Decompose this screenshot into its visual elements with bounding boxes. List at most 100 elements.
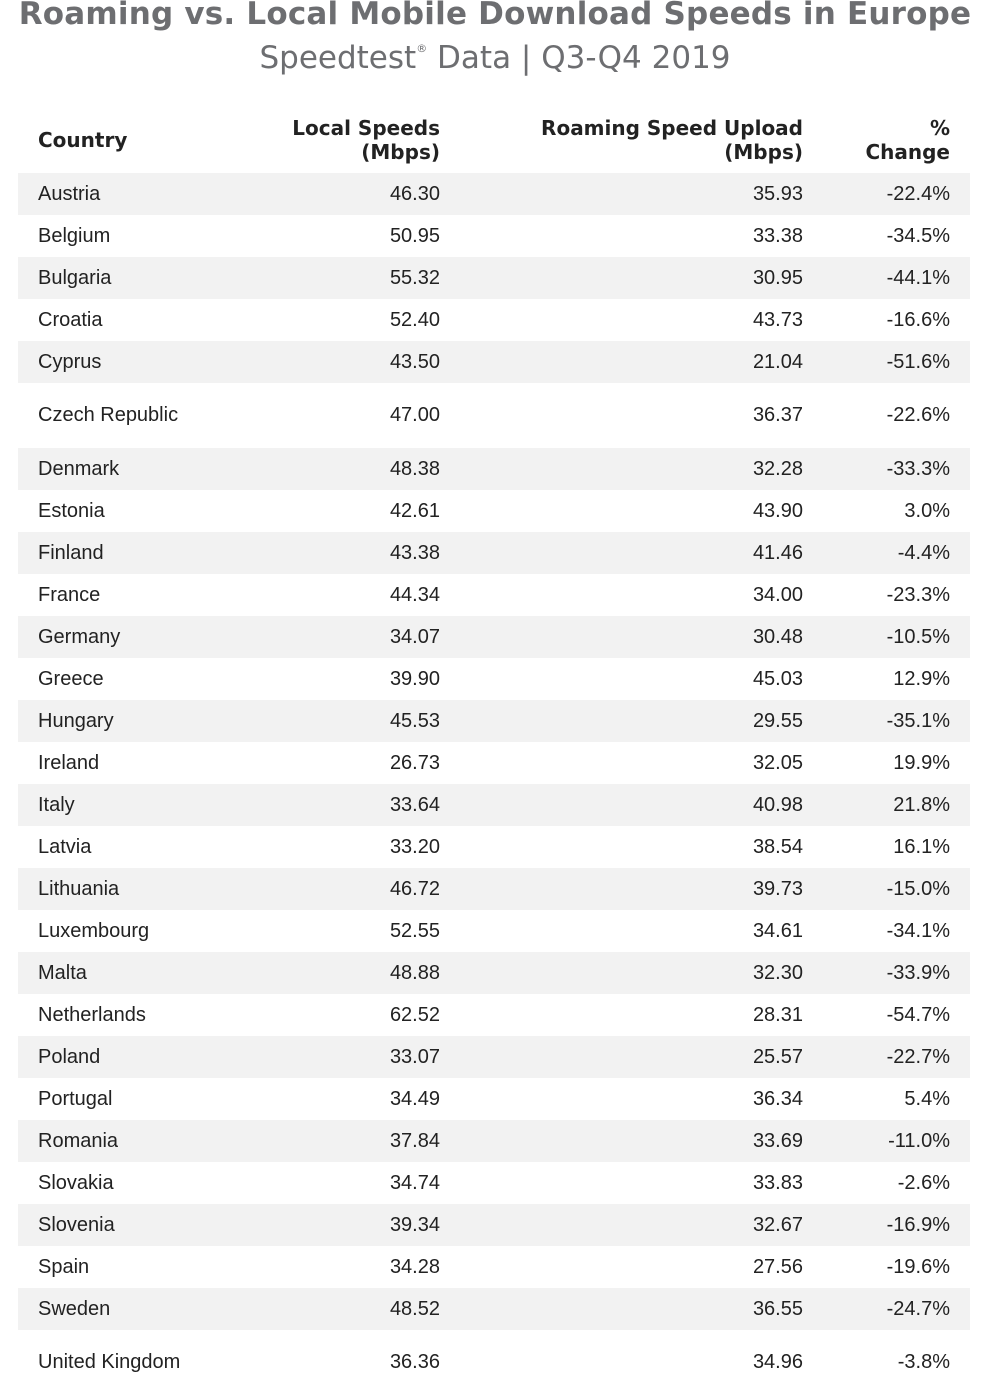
cell-percent-change: -22.6% (886, 404, 950, 426)
cell-percent-change: -11.0% (888, 1129, 950, 1152)
cell-local-speed: 33.07 (389, 1045, 440, 1068)
cell-country: Poland (38, 1045, 101, 1068)
cell-country: Germany (38, 625, 121, 648)
cell-roaming-speed: 43.90 (752, 499, 803, 522)
cell-local-speed: 34.49 (389, 1087, 440, 1110)
cell-local-speed: 42.61 (389, 499, 440, 522)
cell-country: Latvia (38, 835, 92, 858)
cell-local-speed: 34.74 (389, 1171, 440, 1194)
table-row: Slovakia 34.74 33.83 -2.6% (18, 1162, 970, 1204)
cell-percent-change: -22.7% (886, 1045, 950, 1068)
table-row: Denmark 48.38 32.28 -33.3% (18, 448, 970, 490)
cell-roaming-speed: 32.30 (752, 961, 803, 984)
cell-roaming-speed: 32.67 (752, 1213, 803, 1236)
cell-roaming-speed: 33.83 (752, 1171, 803, 1194)
cell-local-speed: 48.52 (389, 1297, 440, 1320)
cell-roaming-speed: 25.57 (752, 1045, 803, 1068)
cell-percent-change: -16.6% (886, 308, 950, 331)
cell-percent-change: -35.1% (886, 709, 950, 732)
table-row: United Kingdom 36.36 34.96 -3.8% (18, 1330, 970, 1395)
cell-percent-change: -51.6% (886, 350, 950, 373)
cell-roaming-speed: 32.28 (752, 457, 803, 480)
cell-local-speed: 48.88 (389, 961, 440, 984)
cell-country: Slovakia (38, 1171, 114, 1194)
cell-local-speed: 37.84 (389, 1129, 440, 1152)
cell-percent-change: -33.3% (886, 457, 950, 480)
cell-country: Lithuania (38, 877, 120, 900)
header-local-speeds: Local Speeds (Mbps) (292, 116, 440, 164)
cell-percent-change: -54.7% (886, 1003, 950, 1026)
cell-country: France (38, 583, 101, 606)
cell-country: Portugal (38, 1087, 113, 1110)
table-row: Hungary 45.53 29.55 -35.1% (18, 700, 970, 742)
table-row: Latvia 33.20 38.54 16.1% (18, 826, 970, 868)
cell-percent-change: -3.8% (897, 1351, 950, 1373)
cell-country: Netherlands (38, 1003, 146, 1026)
cell-percent-change: 19.9% (893, 751, 950, 774)
chart-title: Roaming vs. Local Mobile Download Speeds… (18, 0, 972, 32)
cell-country: Romania (38, 1129, 119, 1152)
cell-country: Bulgaria (38, 266, 112, 289)
cell-roaming-speed: 35.93 (752, 182, 803, 205)
cell-roaming-speed: 30.95 (752, 266, 803, 289)
cell-country: Finland (38, 541, 104, 564)
cell-roaming-speed: 38.54 (752, 835, 803, 858)
cell-percent-change: -23.3% (886, 583, 950, 606)
table-row: Lithuania 46.72 39.73 -15.0% (18, 868, 970, 910)
header-change-line1: % (929, 116, 950, 140)
header-roaming-speed: Roaming Speed Upload (Mbps) (541, 116, 803, 164)
table-row: Sweden 48.52 36.55 -24.7% (18, 1288, 970, 1330)
cell-country: Austria (38, 182, 101, 205)
cell-local-speed: 46.30 (389, 182, 440, 205)
cell-roaming-speed: 36.55 (752, 1297, 803, 1320)
cell-percent-change: -2.6% (897, 1171, 950, 1194)
cell-percent-change: -19.6% (886, 1255, 950, 1278)
table-body: Austria 46.30 35.93 -22.4% Belgium 50.95 33.38… (18, 173, 970, 1395)
cell-percent-change: -33.9% (886, 961, 950, 984)
cell-country: Luxembourg (38, 919, 150, 942)
cell-local-speed: 46.72 (389, 877, 440, 900)
cell-roaming-speed: 34.00 (752, 583, 803, 606)
cell-local-speed: 34.28 (389, 1255, 440, 1278)
table-header: Country Local Speeds (Mbps) Roaming Speed… (18, 116, 970, 172)
table-row: Portugal 34.49 36.34 5.4% (18, 1078, 970, 1120)
cell-local-speed: 43.50 (389, 350, 440, 373)
header-local-line2: (Mbps) (361, 140, 440, 164)
cell-percent-change: 16.1% (893, 835, 950, 858)
table-row: Germany 34.07 30.48 -10.5% (18, 616, 970, 658)
cell-percent-change: -4.4% (897, 541, 950, 564)
cell-percent-change: -22.4% (886, 182, 950, 205)
cell-country: Sweden (38, 1297, 111, 1320)
table-row: Ireland 26.73 32.05 19.9% (18, 742, 970, 784)
table-row: Spain 34.28 27.56 -19.6% (18, 1246, 970, 1288)
cell-percent-change: -10.5% (886, 625, 950, 648)
table-row: Croatia 52.40 43.73 -16.6% (18, 299, 970, 341)
cell-roaming-speed: 28.31 (752, 1003, 803, 1026)
cell-country: Italy (38, 793, 75, 816)
cell-country: Hungary (38, 709, 114, 732)
cell-local-speed: 52.40 (389, 308, 440, 331)
cell-local-speed: 36.36 (389, 1351, 440, 1373)
table-row: Netherlands 62.52 28.31 -54.7% (18, 994, 970, 1036)
cell-percent-change: -24.7% (886, 1297, 950, 1320)
subtitle-brand: Speedtest (259, 40, 417, 76)
cell-roaming-speed: 36.34 (752, 1087, 803, 1110)
cell-country: Greece (38, 667, 104, 690)
table-row: Malta 48.88 32.30 -33.9% (18, 952, 970, 994)
registered-mark: ® (416, 42, 428, 55)
cell-local-speed: 39.34 (389, 1213, 440, 1236)
cell-roaming-speed: 39.73 (752, 877, 803, 900)
cell-roaming-speed: 34.61 (752, 919, 803, 942)
table-row: France 44.34 34.00 -23.3% (18, 574, 970, 616)
table-row: Estonia 42.61 43.90 3.0% (18, 490, 970, 532)
cell-local-speed: 39.90 (389, 667, 440, 690)
table-row: Bulgaria 55.32 30.95 -44.1% (18, 257, 970, 299)
cell-roaming-speed: 43.73 (752, 308, 803, 331)
cell-percent-change: 12.9% (893, 667, 950, 690)
table-row: Cyprus 43.50 21.04 -51.6% (18, 341, 970, 383)
header-change-line2: Change (865, 140, 950, 164)
cell-local-speed: 50.95 (389, 224, 440, 247)
cell-roaming-speed: 27.56 (752, 1255, 803, 1278)
cell-local-speed: 34.07 (389, 625, 440, 648)
